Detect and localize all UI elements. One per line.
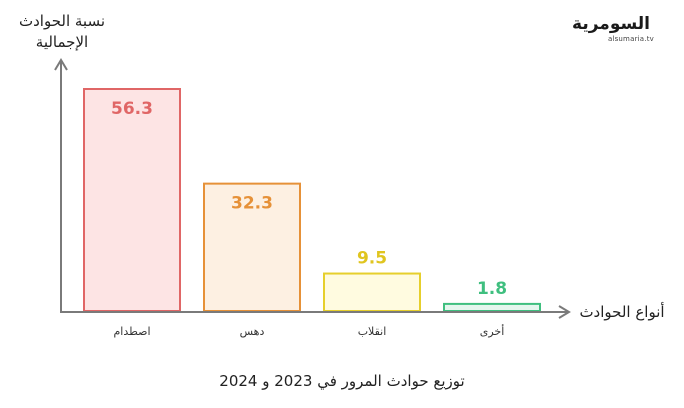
bar-3 <box>323 272 421 313</box>
y-axis-label-line-2: الإجمالية <box>36 33 88 51</box>
bar-4 <box>443 302 541 313</box>
logo: السومرية alsumaria.tv <box>572 14 654 43</box>
x-tick-label-2: دهس <box>240 325 265 338</box>
bar-value-label-2: 32.3 <box>231 194 273 214</box>
logo-text: السومرية <box>572 14 650 34</box>
x-tick-label-1: اصطدام <box>113 325 150 338</box>
bar-value-label-3: 9.5 <box>357 249 387 269</box>
bar-value-label-1: 56.3 <box>111 99 153 119</box>
x-tick-label-3: انقلاب <box>358 325 387 338</box>
bar-2 <box>203 182 301 312</box>
bar-1 <box>83 88 181 312</box>
y-axis-arrow <box>54 58 68 71</box>
x-axis-arrow <box>558 305 571 319</box>
x-axis-label: أنواع الحوادث <box>579 302 664 321</box>
x-tick-label-4: أخرى <box>480 324 505 338</box>
chart-caption: توزيع حوادث المرور في 2023 و 2024 <box>219 372 465 390</box>
logo-url: alsumaria.tv <box>607 35 654 43</box>
y-axis-label-line-1: نسبة الحوادث <box>19 12 105 30</box>
bar-value-label-4: 1.8 <box>477 279 507 299</box>
